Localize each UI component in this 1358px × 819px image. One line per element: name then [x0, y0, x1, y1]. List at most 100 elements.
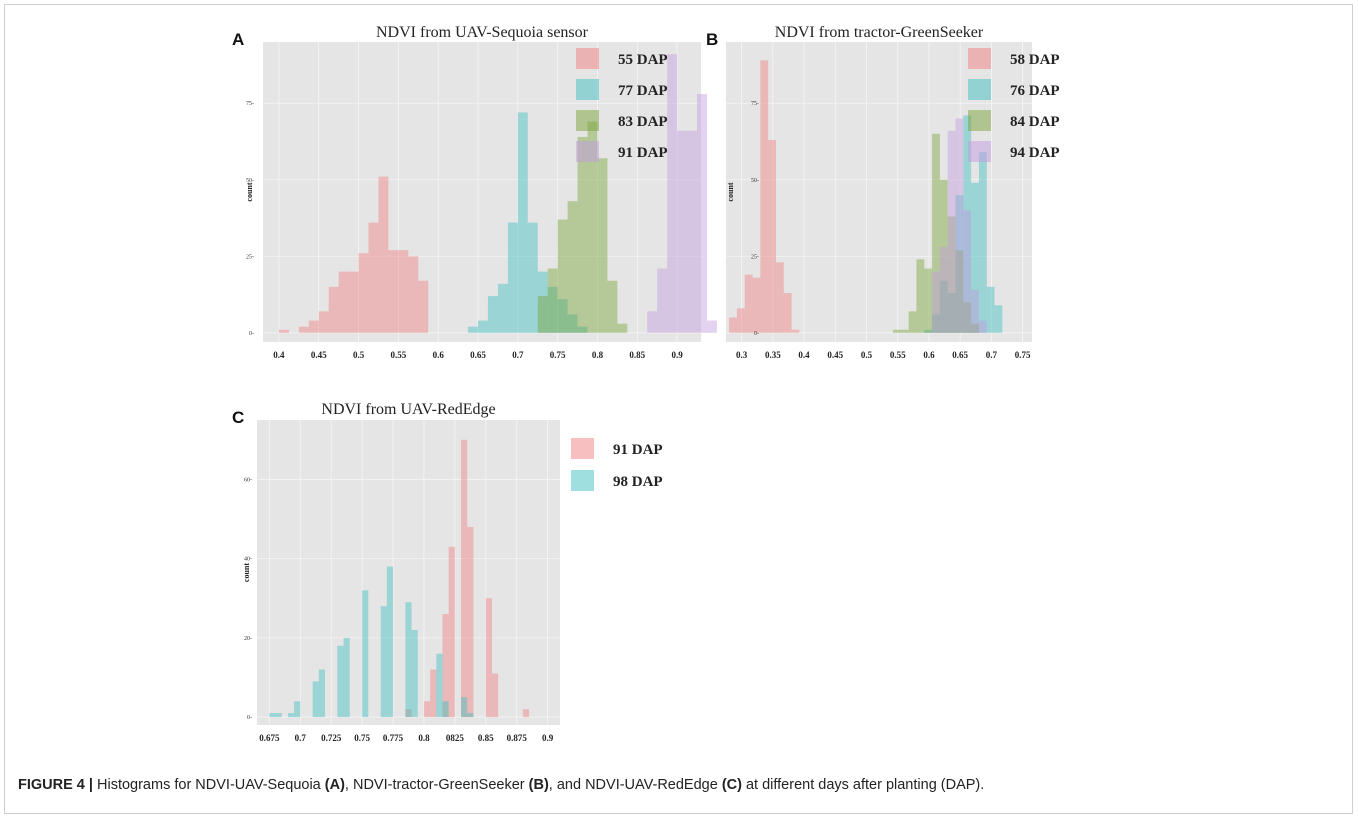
- histogram-bar: [430, 669, 437, 718]
- histogram-bar: [706, 320, 717, 333]
- caption-label: FIGURE 4 |: [18, 777, 93, 793]
- histogram-bar: [362, 590, 369, 718]
- series-91-dap: [647, 54, 717, 333]
- panel-b: NDVI from tractor-GreenSeeker B 0.3 0.35 0.4…: [706, 24, 1060, 360]
- histogram-bar: [939, 280, 948, 333]
- histogram-bar: [405, 709, 412, 718]
- histogram-bar: [557, 219, 568, 333]
- histogram-bar: [491, 673, 499, 718]
- histogram-bar: [497, 283, 508, 333]
- legend: 55 DAP 77 DAP 83 DAP 91 DAP: [576, 48, 668, 162]
- y-axis-label: count: [245, 182, 254, 201]
- x-tick-label: 0.5: [353, 350, 365, 360]
- histogram-bar: [328, 286, 339, 333]
- histogram-bar: [418, 280, 429, 333]
- histogram-bar: [744, 274, 753, 333]
- caption-part: (A): [324, 777, 345, 793]
- histogram-bar: [900, 329, 909, 333]
- x-tick-label: 0.3: [736, 350, 748, 360]
- x-tick-label: 0.7: [295, 733, 307, 743]
- series-91-dap: [405, 439, 530, 718]
- caption-part: Histograms for NDVI-UAV-Sequoia: [92, 777, 325, 793]
- x-tick-label: 0.45: [311, 350, 327, 360]
- histogram-bar: [287, 713, 295, 718]
- histogram-bar: [308, 320, 319, 333]
- histogram-bar: [916, 259, 925, 333]
- plot-background: [257, 420, 560, 725]
- x-tick-label: 0.8: [592, 350, 604, 360]
- y-tick-label: 50-: [751, 178, 759, 184]
- histogram-bar: [269, 713, 276, 718]
- histogram-bar: [527, 222, 538, 333]
- histogram-bar: [478, 320, 488, 333]
- y-axis-label: count: [726, 182, 735, 201]
- series-98-dap: [269, 566, 474, 718]
- caption-part: , and NDVI-UAV-RedEdge: [548, 777, 722, 793]
- y-tick-label: 0-: [249, 331, 254, 337]
- legend-swatch: [968, 48, 991, 69]
- series-55-dap: [278, 176, 429, 333]
- panel-letter: A: [232, 30, 244, 49]
- legend-label: 55 DAP: [618, 52, 668, 68]
- x-tick-label: 0.9: [671, 350, 683, 360]
- histogram-bar: [932, 133, 940, 333]
- histogram-bar: [348, 271, 359, 333]
- series-94-dap: [932, 118, 987, 333]
- histogram-bar: [442, 614, 449, 718]
- legend-swatch: [571, 470, 594, 491]
- histogram-bar: [768, 139, 776, 333]
- legend-label: 58 DAP: [1010, 52, 1060, 68]
- histogram-bar: [947, 216, 956, 333]
- x-tick-label: 0.7: [986, 350, 998, 360]
- x-tick-label: 0.65: [470, 350, 486, 360]
- histogram-bar: [971, 323, 979, 333]
- panel-title: NDVI from tractor-GreenSeeker: [775, 24, 984, 41]
- legend-label: 91 DAP: [618, 145, 668, 161]
- x-tick-label: 0.55: [890, 350, 906, 360]
- series-83-dap: [537, 121, 628, 333]
- histogram-bar: [343, 637, 350, 718]
- legend-swatch: [576, 110, 599, 131]
- x-tick-label: 0.45: [827, 350, 843, 360]
- legend-swatch: [576, 48, 599, 69]
- figure-frame: [4, 4, 1353, 814]
- histogram-bar: [487, 296, 498, 333]
- histogram-bar: [924, 329, 933, 333]
- histogram-bar: [405, 602, 412, 718]
- histogram-bar: [677, 130, 688, 333]
- histogram-bar: [994, 305, 1003, 333]
- panel-c: NDVI from UAV-RedEdge C 0.675 0.7 0.725 0.75 0…: [232, 401, 663, 743]
- y-tick-label: 40-: [244, 557, 252, 563]
- caption-part: (C): [721, 777, 742, 793]
- histogram-bar: [557, 299, 568, 333]
- histogram-bar: [932, 314, 940, 333]
- panel-letter: C: [232, 408, 244, 427]
- histogram-bar: [522, 709, 530, 718]
- x-tick-label: 0.6: [433, 350, 445, 360]
- histogram-bar: [978, 320, 987, 333]
- histogram-bar: [939, 179, 948, 333]
- figure-caption: FIGURE 4 | Histograms for NDVI-UAV-Sequo…: [18, 777, 1338, 793]
- x-tick-label: 0.675: [259, 733, 280, 743]
- legend-label: 84 DAP: [1010, 114, 1060, 130]
- legend-swatch: [576, 141, 599, 162]
- histogram-bar: [932, 271, 940, 333]
- histogram-bar: [955, 195, 964, 333]
- histogram-bar: [597, 158, 608, 333]
- legend-label: 94 DAP: [1010, 145, 1060, 161]
- histogram-bar: [411, 629, 418, 718]
- caption-part: (B): [528, 777, 549, 793]
- histogram-bar: [368, 222, 379, 333]
- histogram-bar: [468, 326, 479, 333]
- histogram-bar: [294, 701, 301, 718]
- histogram-bar: [378, 176, 389, 333]
- x-tick-label: 0.8: [418, 733, 430, 743]
- histogram-bar: [298, 326, 309, 333]
- histogram-bar: [617, 323, 628, 333]
- histogram-bar: [647, 311, 658, 333]
- legend-label: 98 DAP: [613, 474, 663, 490]
- y-tick-label: 25-: [751, 254, 759, 260]
- legend: 58 DAP 76 DAP 84 DAP 94 DAP: [968, 48, 1060, 162]
- histogram-bar: [955, 250, 964, 333]
- x-tick-label: 0.6: [923, 350, 935, 360]
